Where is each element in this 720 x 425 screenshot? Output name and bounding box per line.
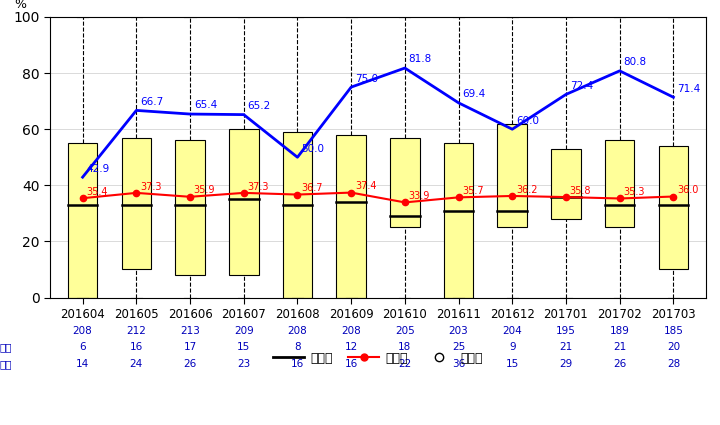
Text: 205: 205: [395, 326, 415, 336]
Text: 203: 203: [449, 326, 469, 336]
Bar: [444, 143, 473, 298]
Text: 21: 21: [613, 342, 626, 352]
Text: 33.9: 33.9: [409, 191, 430, 201]
Text: %: %: [14, 0, 27, 11]
Text: 42.9: 42.9: [86, 164, 109, 173]
Text: 71.4: 71.4: [677, 84, 701, 94]
Bar: [659, 146, 688, 269]
Text: 16: 16: [291, 359, 304, 369]
Bar: [605, 140, 634, 227]
Text: 69.4: 69.4: [462, 89, 485, 99]
Text: 65.2: 65.2: [248, 101, 271, 111]
Text: 26: 26: [184, 359, 197, 369]
Text: 15: 15: [237, 342, 251, 352]
Text: 8: 8: [294, 342, 301, 352]
Bar: [229, 129, 258, 275]
Text: 36.2: 36.2: [516, 184, 538, 195]
Text: 35.3: 35.3: [624, 187, 645, 197]
Text: 28: 28: [667, 359, 680, 369]
Text: 195: 195: [556, 326, 576, 336]
Text: 60.0: 60.0: [516, 116, 539, 126]
Text: 6: 6: [79, 342, 86, 352]
Text: 26: 26: [613, 359, 626, 369]
Text: 72.4: 72.4: [570, 81, 593, 91]
Text: 35.8: 35.8: [570, 186, 591, 196]
Text: 36: 36: [452, 359, 465, 369]
Text: 66.7: 66.7: [140, 97, 163, 107]
Text: 16: 16: [130, 342, 143, 352]
Text: 14: 14: [76, 359, 89, 369]
Text: 208: 208: [287, 326, 307, 336]
Bar: [175, 140, 204, 275]
Text: 35.7: 35.7: [462, 186, 484, 196]
Text: 18: 18: [398, 342, 411, 352]
Text: 80.8: 80.8: [624, 57, 647, 67]
Text: 35.4: 35.4: [86, 187, 108, 197]
Text: 16: 16: [345, 359, 358, 369]
Bar: [498, 124, 527, 227]
Text: 29: 29: [559, 359, 572, 369]
Text: 213: 213: [180, 326, 200, 336]
Text: 81.8: 81.8: [409, 54, 432, 65]
Bar: [336, 135, 366, 298]
Bar: [68, 143, 97, 298]
Bar: [552, 149, 581, 219]
Text: 212: 212: [127, 326, 146, 336]
Text: 35.9: 35.9: [194, 185, 215, 196]
Text: 9: 9: [509, 342, 516, 352]
Text: 分母: 分母: [0, 359, 12, 369]
Text: 23: 23: [237, 359, 251, 369]
Text: 75.0: 75.0: [355, 74, 378, 84]
Text: 12: 12: [345, 342, 358, 352]
Text: 分子: 分子: [0, 342, 12, 352]
Text: 36.0: 36.0: [677, 185, 698, 195]
Text: 37.4: 37.4: [355, 181, 377, 191]
Text: 37.3: 37.3: [248, 181, 269, 192]
Bar: [122, 138, 151, 269]
Text: 37.3: 37.3: [140, 181, 161, 192]
Text: 36.7: 36.7: [301, 183, 323, 193]
Bar: [283, 132, 312, 298]
Text: 65.4: 65.4: [194, 100, 217, 110]
Text: 22: 22: [398, 359, 411, 369]
Text: 208: 208: [73, 326, 92, 336]
Text: 17: 17: [184, 342, 197, 352]
Text: 50.0: 50.0: [301, 144, 324, 154]
Text: 189: 189: [610, 326, 629, 336]
Text: 20: 20: [667, 342, 680, 352]
Legend: 中央値, 平均値, 外れ値: 中央値, 平均値, 外れ値: [268, 347, 488, 370]
Text: 15: 15: [505, 359, 519, 369]
Bar: [390, 138, 420, 227]
Text: 24: 24: [130, 359, 143, 369]
Text: 21: 21: [559, 342, 572, 352]
Text: 209: 209: [234, 326, 253, 336]
Text: 208: 208: [341, 326, 361, 336]
Text: 185: 185: [663, 326, 683, 336]
Text: 25: 25: [452, 342, 465, 352]
Text: 204: 204: [503, 326, 522, 336]
